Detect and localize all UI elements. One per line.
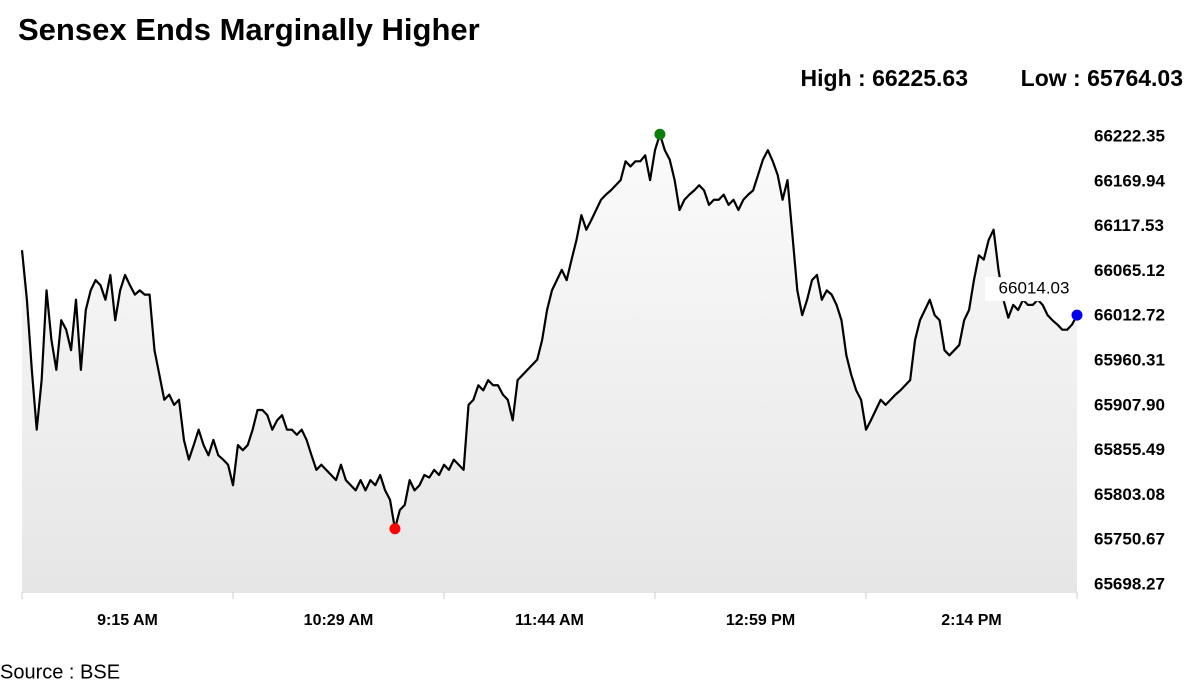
y-tick-label: 66222.35 <box>1094 127 1165 146</box>
last-value-box <box>985 277 1083 302</box>
y-tick-label: 66012.72 <box>1094 306 1165 325</box>
x-tick-label: 9:15 AM <box>97 612 158 629</box>
y-tick-label: 65855.49 <box>1094 440 1165 459</box>
last-value-label: 66014.03 <box>999 279 1070 298</box>
line <box>20 133 1078 530</box>
area <box>22 134 1077 592</box>
y-tick-label: 65960.31 <box>1094 351 1165 370</box>
high-label: High : 66225.63 <box>801 65 968 91</box>
chart-title: Sensex Ends Marginally Higher <box>18 12 480 47</box>
x-tick-label: 10:29 AM <box>304 612 374 629</box>
low-marker <box>389 523 401 535</box>
y-tick-label: 65750.67 <box>1094 530 1165 549</box>
low-label: Low : 65764.03 <box>1021 65 1183 91</box>
last-marker <box>1071 309 1083 321</box>
x-tick-label: 11:44 AM <box>515 612 584 629</box>
high-marker <box>654 128 666 140</box>
x-tick-label: 2:14 PM <box>941 612 1001 629</box>
y-tick-label: 66065.12 <box>1094 261 1165 280</box>
y-tick-label: 66169.94 <box>1094 171 1165 190</box>
x-tick-label: 12:59 PM <box>726 612 795 629</box>
y-tick-label: 65803.08 <box>1094 485 1165 504</box>
y-tick-label: 65907.90 <box>1094 395 1165 414</box>
source: Source : BSE <box>0 661 120 683</box>
y-tick-label: 66117.53 <box>1094 216 1164 235</box>
y-tick-label: 65698.27 <box>1094 574 1165 593</box>
